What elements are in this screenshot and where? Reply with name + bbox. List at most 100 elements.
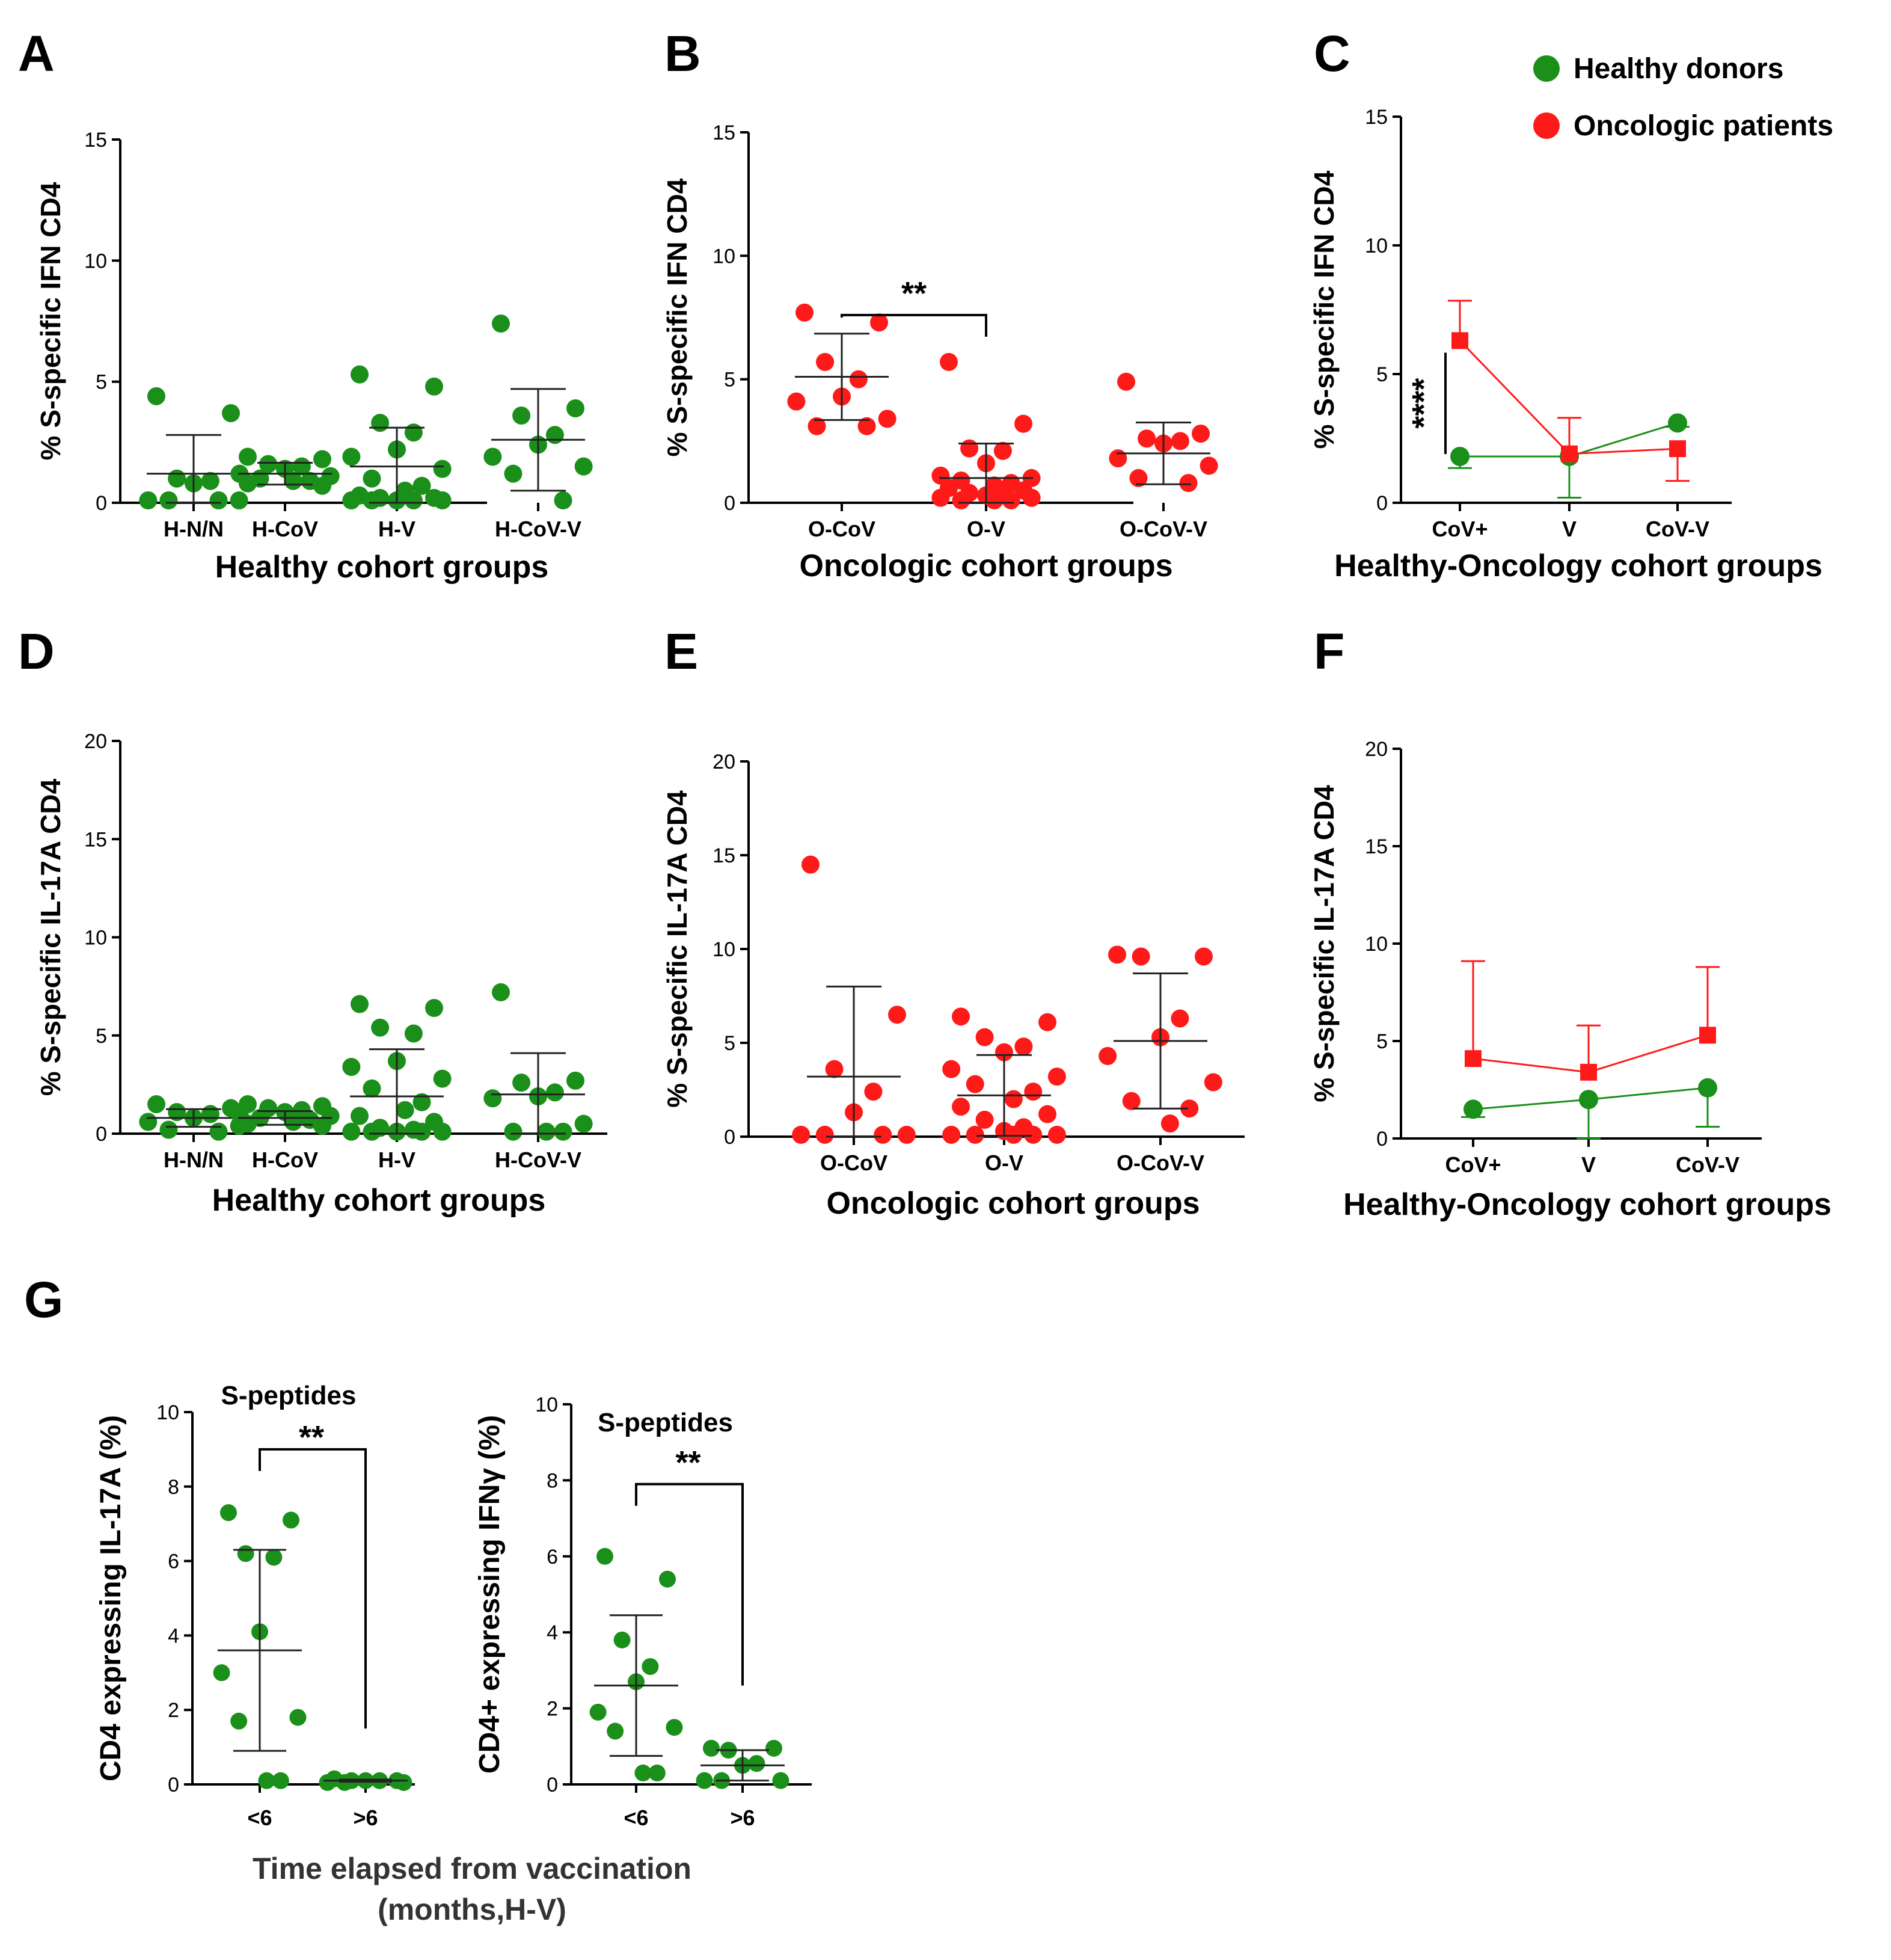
x-axis-label: Healthy-Oncology cohort groups <box>1334 548 1822 583</box>
x-axis-label: Oncologic cohort groups <box>826 1186 1200 1221</box>
data-point <box>1014 1037 1033 1056</box>
data-point <box>975 1110 994 1129</box>
data-point <box>975 1028 994 1046</box>
data-point <box>1004 1125 1023 1144</box>
data-point <box>1122 1092 1141 1110</box>
x-tick-label: CoV-V <box>1646 517 1709 541</box>
series--6 <box>589 1547 683 1782</box>
series-h-n-n <box>139 387 248 509</box>
significance-label: ** <box>901 275 927 312</box>
y-tick-label: 15 <box>1365 106 1388 129</box>
chart-e: E 0 5 10 15 20 O-CoV O-V O-CoV-V % S-specific IL-… <box>661 623 1245 1221</box>
data-point <box>666 1719 683 1736</box>
bracket-line <box>841 313 987 337</box>
data-point <box>1117 372 1135 391</box>
data-point <box>696 1772 713 1789</box>
series-h-cov <box>230 1095 340 1135</box>
chart-d: D 0 5 10 15 20 H-N/N H-CoV H-V H-CoV-V % S-specifi… <box>18 623 607 1218</box>
data-point <box>492 315 510 333</box>
data-point <box>342 491 361 509</box>
series-h-v <box>342 995 452 1141</box>
y-tick-label: 15 <box>713 121 735 144</box>
data-point <box>396 1101 414 1119</box>
x-tick-label: O-CoV <box>808 517 875 541</box>
y-tick-label: 0 <box>724 1126 735 1149</box>
data-point <box>1561 445 1578 462</box>
data-point <box>230 1712 248 1730</box>
x-tick-label: V <box>1581 1152 1596 1177</box>
y-tick-label: 15 <box>713 844 735 867</box>
data-point <box>1204 1073 1222 1092</box>
y-tick-label: 15 <box>84 828 107 851</box>
data-point <box>545 426 564 444</box>
data-point <box>795 303 814 322</box>
data-point <box>239 1114 257 1133</box>
legend-healthy-marker <box>1533 55 1560 82</box>
panel-letter-f: F <box>1314 623 1344 680</box>
data-point <box>545 1083 564 1102</box>
data-point <box>483 1089 502 1108</box>
chart-subtitle: S-peptides <box>598 1408 733 1437</box>
y-tick-label: 10 <box>713 938 735 961</box>
data-point <box>1698 1078 1717 1098</box>
x-tick-label: >6 <box>353 1805 378 1830</box>
data-point <box>1022 488 1041 507</box>
x-axis-label: Healthy cohort groups <box>212 1183 546 1218</box>
y-tick-label: 10 <box>156 1401 179 1424</box>
y-tick-label: 10 <box>84 927 107 950</box>
x-tick-label: O-V <box>967 517 1005 541</box>
data-point <box>792 1125 811 1144</box>
data-point <box>1047 1068 1066 1086</box>
data-point <box>1024 1125 1043 1144</box>
data-point <box>808 417 826 435</box>
data-point <box>412 1122 431 1141</box>
x-axis-label: Healthy-Oncology cohort groups <box>1343 1187 1831 1222</box>
panel-letter-c: C <box>1314 25 1350 82</box>
data-point <box>213 1664 230 1682</box>
y-tick-label: 5 <box>96 371 107 394</box>
series-h-cov-v <box>483 315 593 509</box>
data-point <box>985 491 1004 509</box>
data-point <box>952 1007 970 1026</box>
chart-b: B 0 5 10 15 O-CoV O-V O-CoV-V % S-specific IFN C… <box>661 25 1218 583</box>
data-point <box>765 1739 782 1757</box>
series-healthy-donors <box>1461 1078 1720 1140</box>
data-point <box>589 1703 607 1721</box>
data-point <box>209 491 228 509</box>
data-point <box>139 491 158 509</box>
data-point <box>159 1120 178 1139</box>
significance-bracket: ** <box>841 275 987 337</box>
data-point <box>634 1765 652 1782</box>
data-point <box>425 377 443 396</box>
y-tick-label: 10 <box>713 245 735 268</box>
legend-healthy-label: Healthy donors <box>1574 53 1783 85</box>
chart-g1: G 0 2 4 6 8 10 <6 >6 CD4 expressing IL-17A (%) S-p… <box>24 1271 415 1830</box>
data-point <box>512 407 531 425</box>
data-point <box>342 447 361 466</box>
data-point <box>960 439 979 458</box>
data-point <box>239 447 257 466</box>
data-point <box>931 488 950 507</box>
data-point <box>1669 440 1686 458</box>
data-point <box>220 1504 237 1522</box>
data-point <box>222 404 240 423</box>
data-point <box>772 1772 789 1789</box>
data-point <box>1108 945 1126 964</box>
data-point <box>1002 491 1020 509</box>
data-point <box>1004 1090 1023 1108</box>
data-point <box>815 1125 834 1144</box>
data-point <box>703 1739 720 1757</box>
data-point <box>201 1105 219 1123</box>
y-tick-label: 0 <box>1376 492 1388 515</box>
data-point <box>1200 456 1218 475</box>
series-o-v <box>942 1007 1066 1144</box>
y-tick-label: 10 <box>535 1393 558 1416</box>
data-point <box>607 1722 624 1740</box>
y-tick-label: 0 <box>168 1774 179 1796</box>
data-point <box>168 1103 186 1122</box>
series-o-cov-v <box>1109 372 1218 493</box>
panel-letter-a: A <box>18 25 55 82</box>
data-point <box>942 1125 961 1144</box>
y-tick-label: 5 <box>1376 1030 1388 1053</box>
